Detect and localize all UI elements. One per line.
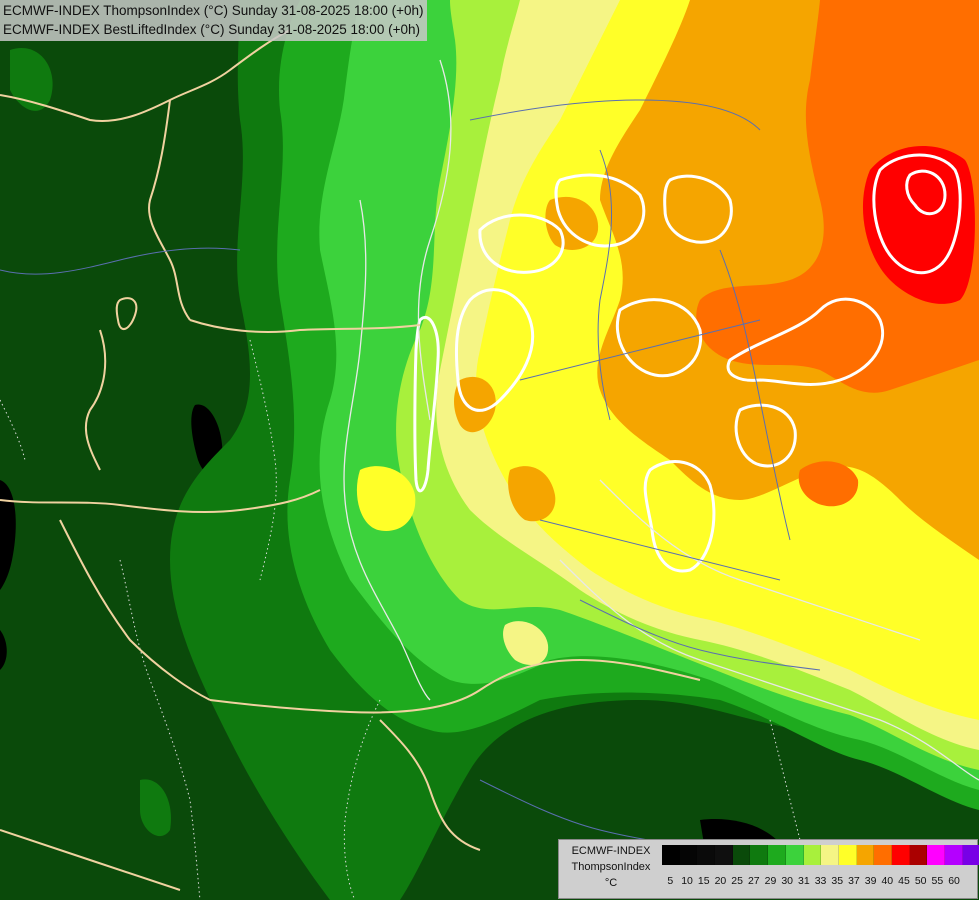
legend-tick-label: 10 bbox=[681, 875, 693, 887]
legend-tick-label: 31 bbox=[798, 875, 810, 887]
legend-swatch bbox=[750, 845, 769, 865]
legend-swatch bbox=[909, 845, 928, 865]
legend-tick-label: 29 bbox=[764, 875, 777, 887]
field-level-39-patch bbox=[798, 461, 859, 507]
legend-swatches bbox=[662, 845, 979, 865]
legend-tick-label: 50 bbox=[914, 875, 927, 887]
legend-unit: °C bbox=[604, 877, 618, 889]
map-title: ECMWF-INDEX ThompsonIndex (°C) Sunday 31… bbox=[0, 0, 428, 41]
legend-tick-label bbox=[962, 875, 979, 887]
lifted-index-thin-contours bbox=[343, 59, 979, 781]
field-black-patch bbox=[0, 630, 7, 670]
lifted-index-contours bbox=[413, 153, 962, 573]
legend-swatch bbox=[927, 845, 945, 865]
legend-tick-label: 25 bbox=[731, 875, 743, 887]
country-borders bbox=[0, 29, 701, 891]
title-best-lifted-index: ECMWF-INDEX BestLiftedIndex (°C) Sunday … bbox=[3, 22, 420, 37]
legend-ticks: 5 10 15 20 25 27 29 30 31 33 35 37 39 40 45 50 55 60 bbox=[662, 875, 979, 887]
legend-tick-label: 37 bbox=[848, 875, 860, 887]
legend-swatch bbox=[679, 845, 698, 865]
color-legend: ECMWF-INDEX ThompsonIndex °C 5 10 15 20 25 27… bbox=[558, 839, 979, 899]
legend-tick-label: 27 bbox=[747, 875, 760, 887]
legend-tick-label: 39 bbox=[864, 875, 877, 887]
field-level-27-patch bbox=[10, 48, 53, 111]
legend-swatch bbox=[945, 845, 963, 865]
legend-swatch bbox=[962, 845, 979, 865]
legend-tick-label: 60 bbox=[948, 875, 960, 887]
legend-tick-label: 5 bbox=[667, 875, 674, 887]
legend-swatch bbox=[785, 845, 804, 865]
field-black-patch bbox=[0, 480, 16, 590]
field-level-33-patch bbox=[503, 621, 549, 665]
legend-swatch bbox=[838, 845, 857, 865]
legend-swatch bbox=[768, 845, 786, 865]
legend-tick-label: 35 bbox=[831, 875, 844, 887]
legend-model: ECMWF-INDEX bbox=[571, 845, 651, 857]
legend-tick-label: 55 bbox=[931, 875, 944, 887]
legend-swatch bbox=[697, 845, 716, 865]
field-level-40 bbox=[862, 146, 975, 304]
field-level-37-patch bbox=[508, 466, 556, 522]
legend-tick-label: 20 bbox=[714, 875, 727, 887]
legend-parameter: ThompsonIndex bbox=[571, 861, 651, 873]
legend-swatch bbox=[891, 845, 910, 865]
legend-swatch bbox=[732, 845, 751, 865]
legend-swatch bbox=[803, 845, 822, 865]
dotted-contours bbox=[0, 339, 801, 900]
legend-tick-label: 40 bbox=[881, 875, 894, 887]
legend-tick-label: 33 bbox=[814, 875, 827, 887]
legend-swatch bbox=[874, 845, 892, 865]
legend-swatch bbox=[821, 845, 839, 865]
regional-lines bbox=[0, 99, 821, 851]
field-level-35-patch bbox=[356, 466, 416, 531]
legend-tick-label: 15 bbox=[697, 875, 710, 887]
field-level-37-patch bbox=[454, 376, 496, 433]
legend-tick-label: 30 bbox=[781, 875, 793, 887]
legend-swatch bbox=[662, 845, 680, 865]
legend-tick-label: 45 bbox=[898, 875, 910, 887]
field-level-39 bbox=[696, 0, 979, 393]
field-level-27-patch bbox=[140, 779, 171, 837]
title-thompson-index: ECMWF-INDEX ThompsonIndex (°C) Sunday 31… bbox=[3, 3, 424, 18]
legend-swatch bbox=[856, 845, 875, 865]
legend-swatch bbox=[715, 845, 733, 865]
